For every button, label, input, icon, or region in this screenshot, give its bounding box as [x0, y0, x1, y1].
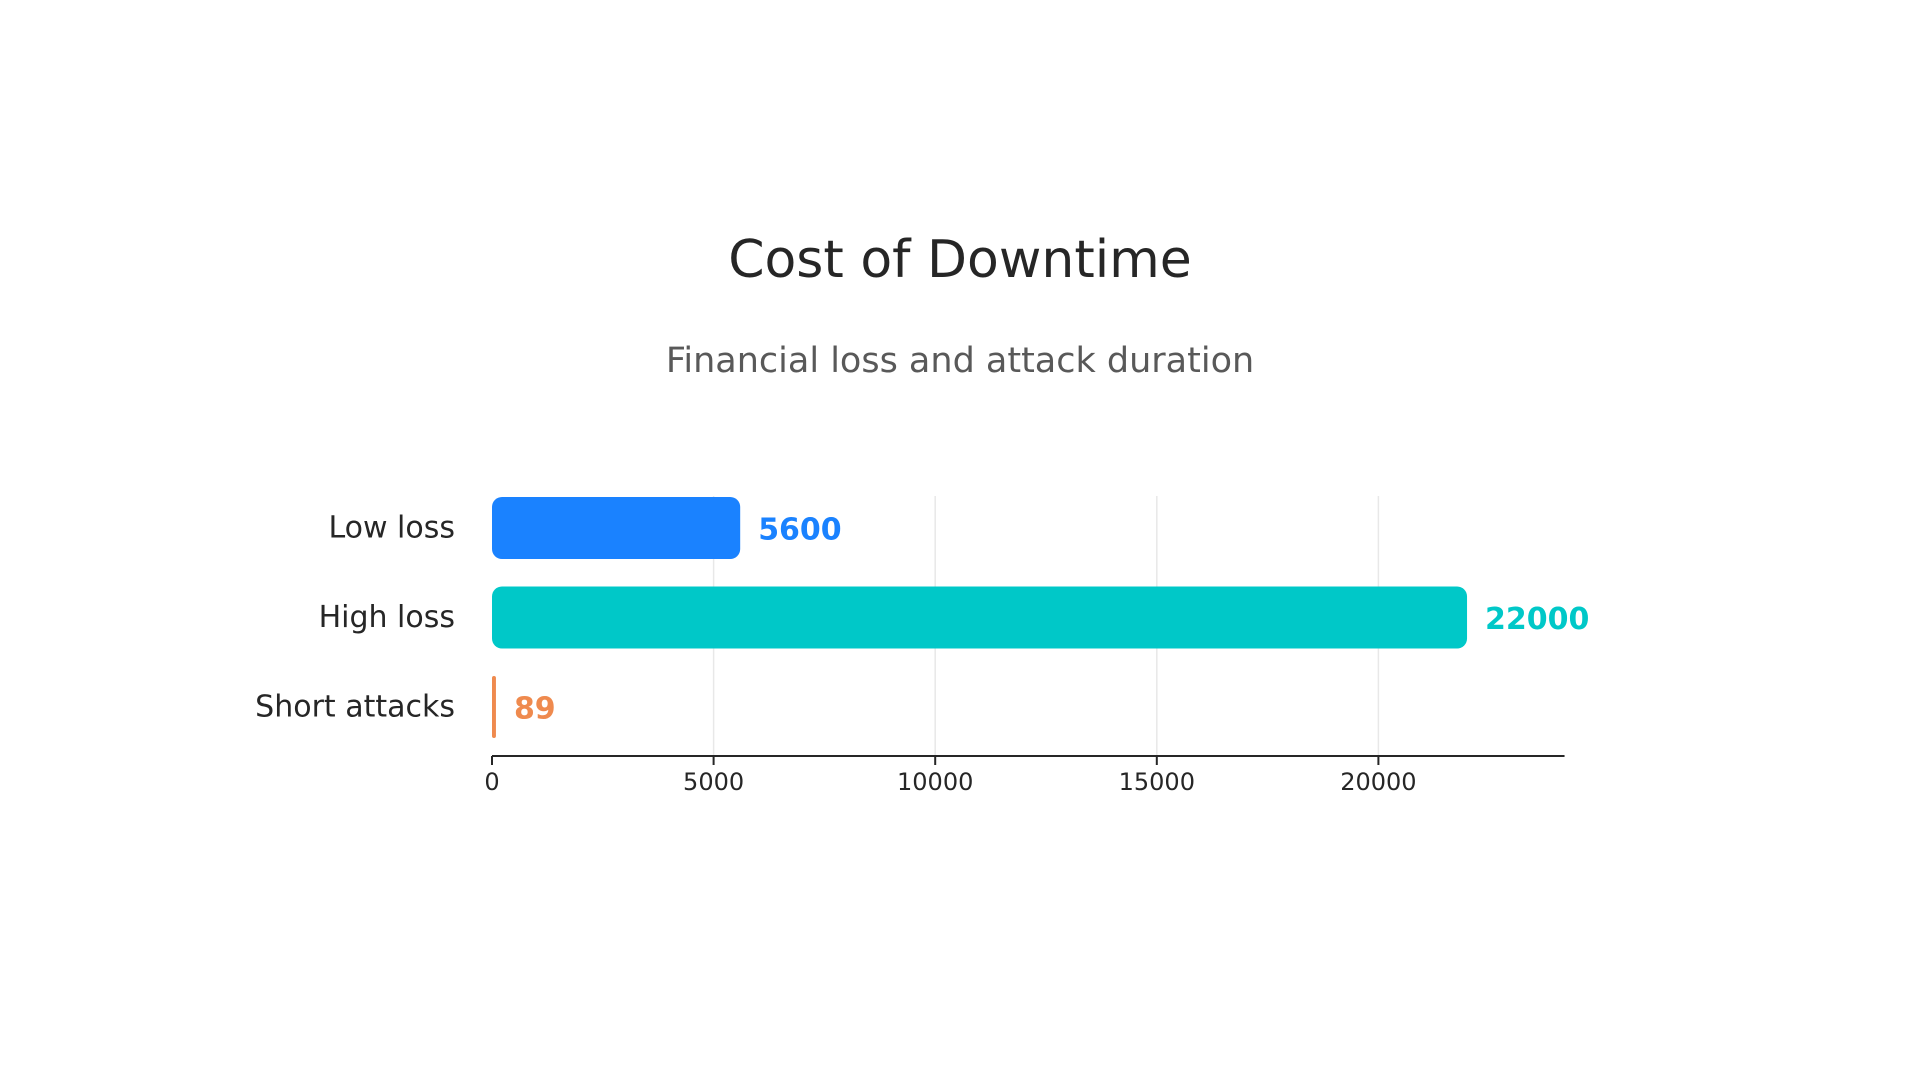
category-label: Short attacks	[255, 690, 455, 725]
chart-subtitle: Financial loss and attack duration	[665, 341, 1255, 381]
x-tick-label: 0	[484, 768, 499, 796]
bar	[492, 676, 496, 738]
category-label: Low loss	[328, 511, 455, 546]
data-label: 89	[514, 692, 556, 727]
chart-title: Cost of Downtime	[728, 230, 1192, 290]
x-tick-label: 10000	[897, 768, 973, 796]
data-label: 22000	[1485, 602, 1589, 637]
bar	[492, 497, 741, 559]
x-tick-label: 20000	[1340, 768, 1416, 796]
bar	[492, 586, 1468, 649]
data-label: 5600	[758, 513, 842, 548]
x-tick-label: 15000	[1119, 768, 1195, 796]
x-tick-label: 5000	[683, 768, 744, 796]
category-label: High loss	[319, 600, 455, 635]
